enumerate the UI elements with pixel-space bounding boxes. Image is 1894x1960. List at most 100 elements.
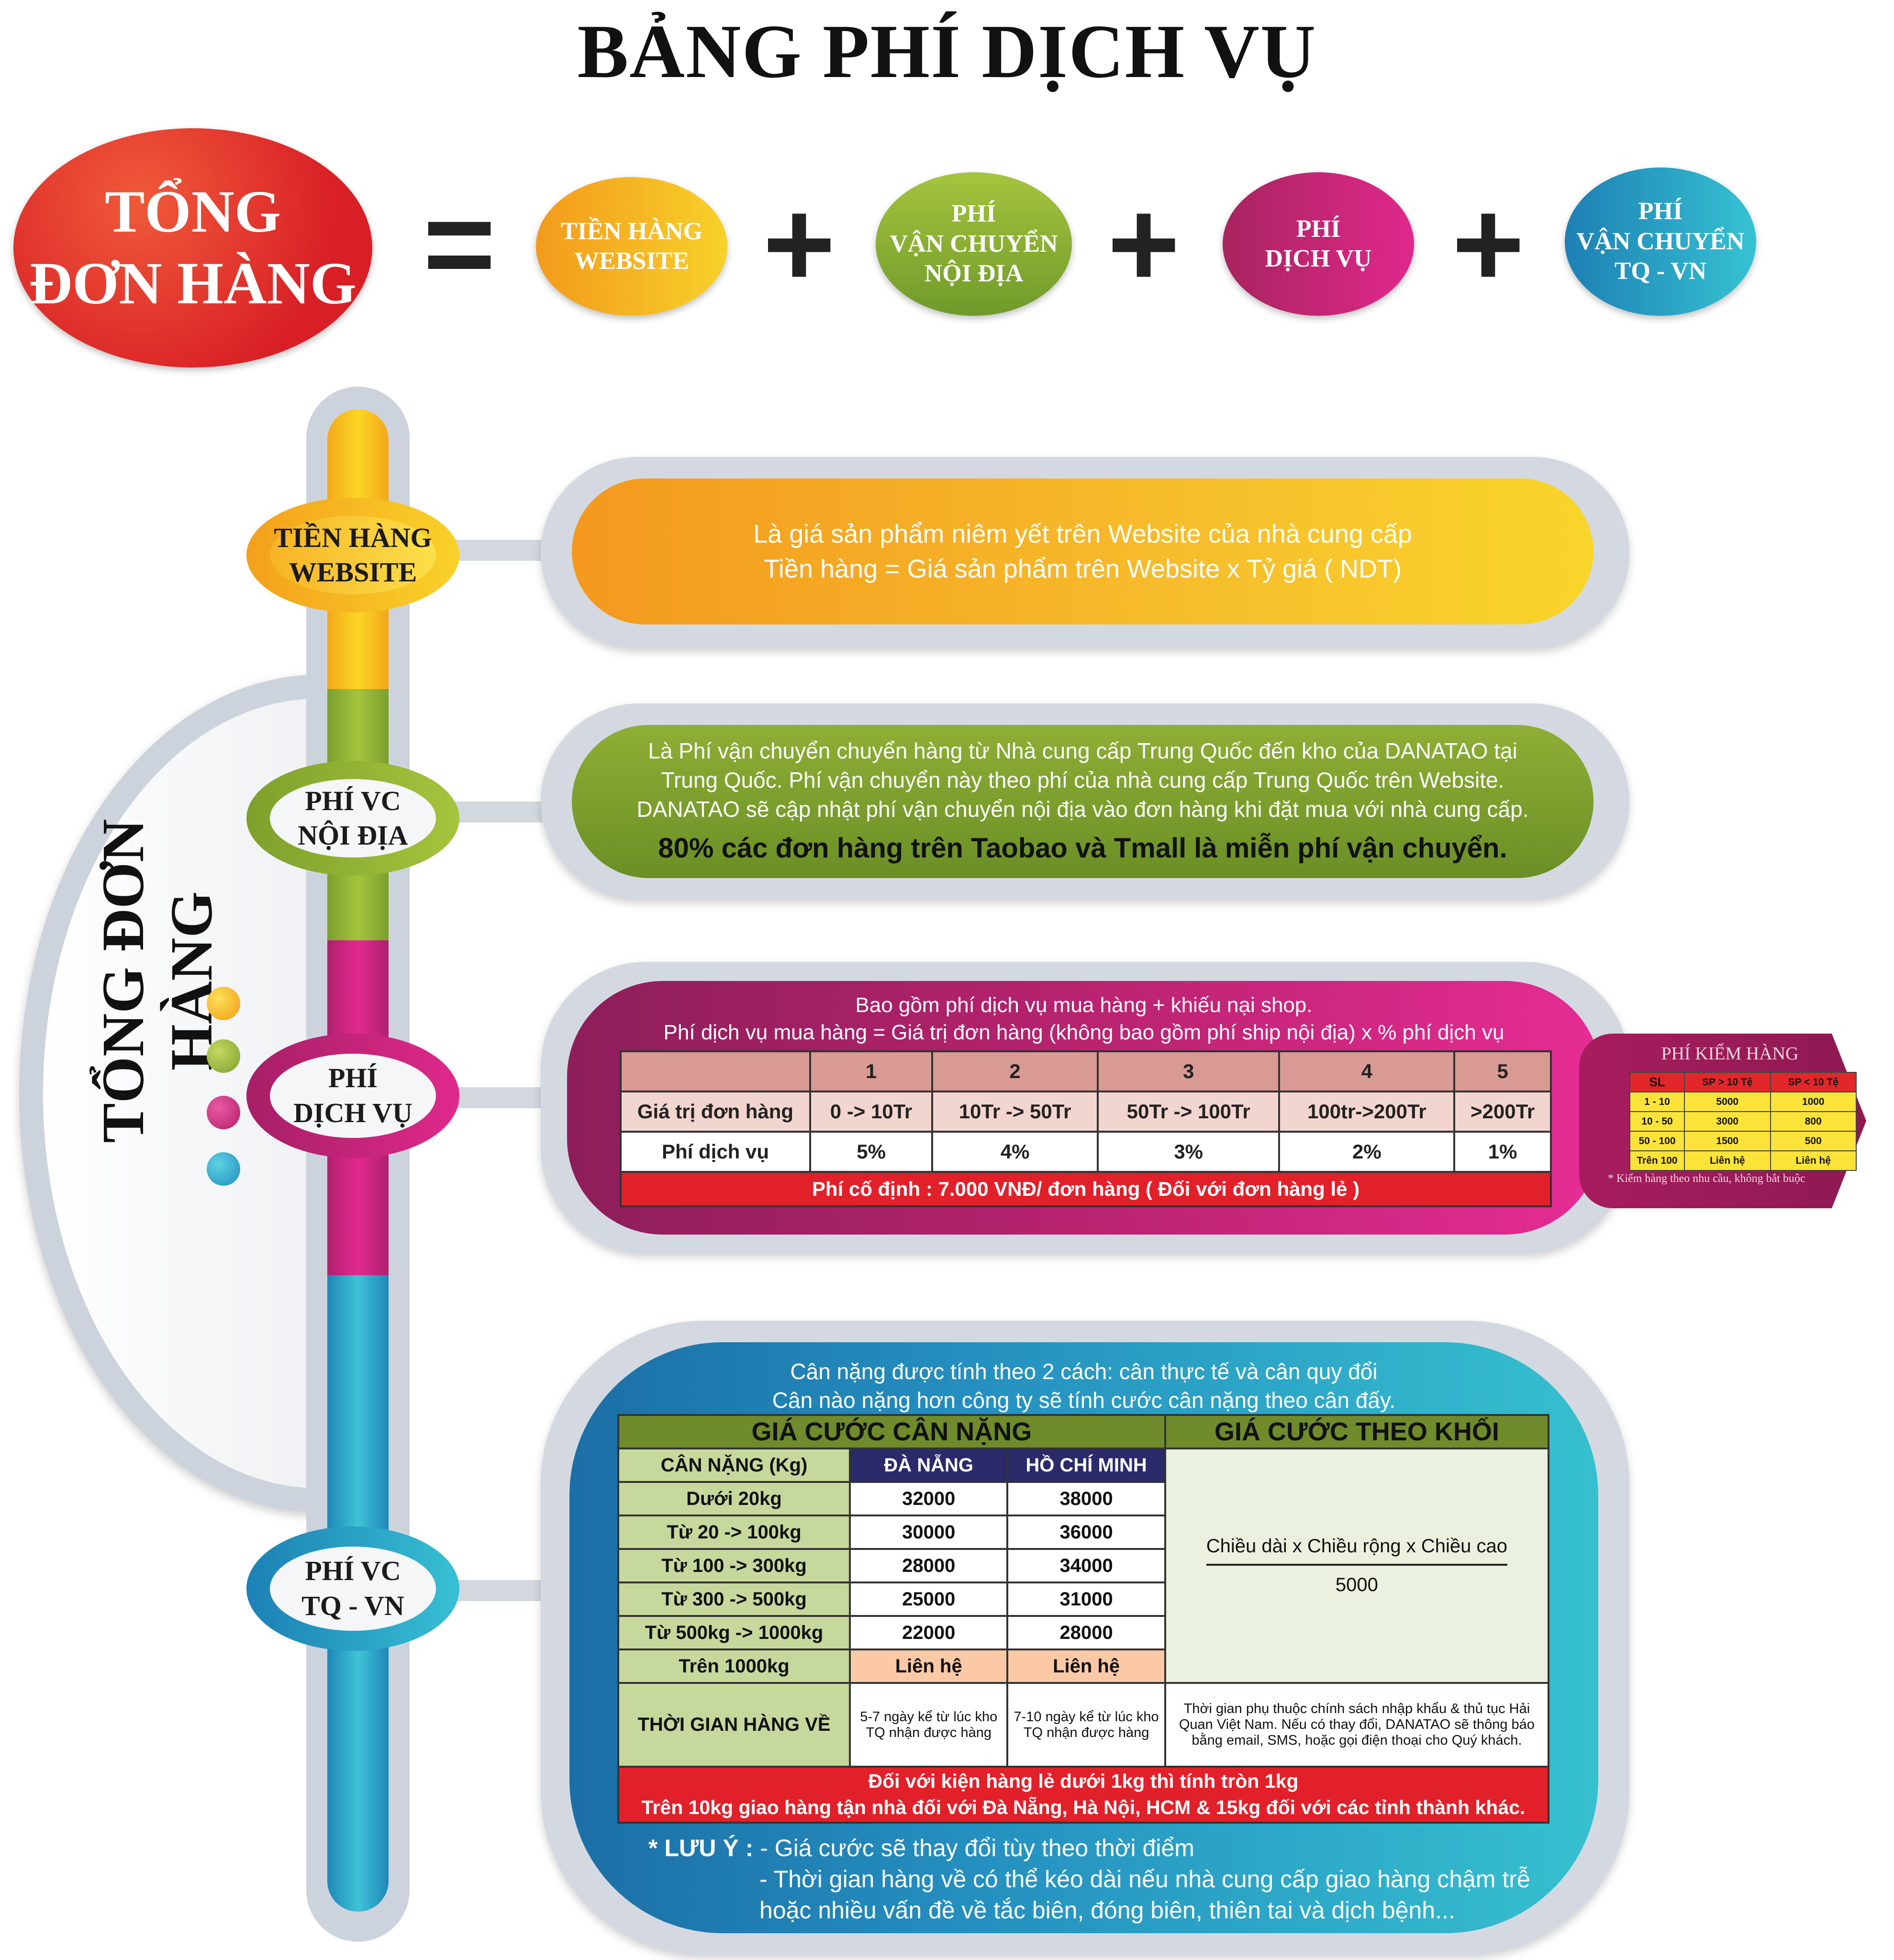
oval-text: NỘI ĐỊA (924, 260, 1024, 288)
fee-header-cell: 5 (1453, 1050, 1552, 1092)
green-dot (207, 1039, 240, 1073)
red-note-line: Đối với kiện hàng lẻ dưới 1kg thì tính t… (868, 1770, 1299, 1792)
weight-header: ĐÀ NẴNG (848, 1448, 1009, 1483)
fee-cell: 3% (1096, 1131, 1281, 1173)
plus-sign: + (1452, 174, 1525, 313)
node-text: PHÍ VC (305, 785, 401, 816)
service-fee-table: 1 2 3 4 5 Giá trị đơn hàng 0 -> 10Tr 10T… (620, 1050, 1552, 1207)
weight-cell: 30000 (848, 1515, 1009, 1550)
fee-cell: 1% (1453, 1131, 1552, 1173)
inspection-cell: 10 - 50 (1629, 1111, 1685, 1132)
inspection-header: SL (1629, 1072, 1685, 1092)
red-note-row: Đối với kiện hàng lẻ dưới 1kg thì tính t… (617, 1766, 1549, 1824)
fee-cell: >200Tr (1453, 1091, 1552, 1133)
inspection-cell: 1 - 10 (1629, 1091, 1685, 1112)
formula-service-oval: PHÍ DỊCH VỤ (1223, 172, 1414, 316)
fee-row-label: Phí dịch vụ (620, 1131, 811, 1173)
total-line-1: TỔNG (104, 179, 281, 245)
node-domestic: PHÍ VC NỘI ĐỊA (246, 761, 459, 876)
domestic-highlight: 80% các đơn hàng trên Taobao và Tmall là… (658, 833, 1507, 864)
node-text: PHÍ VC (305, 1555, 401, 1587)
note-line: hoặc nhiều vấn đề về tắc biên, đóng biên… (759, 1897, 1455, 1924)
inspection-cell: 3000 (1684, 1111, 1771, 1132)
note-line: - Thời gian hàng về có thể kéo dài nếu n… (759, 1866, 1530, 1893)
note-label: * LƯU Ý : (648, 1835, 754, 1861)
service-text: Bao gồm phí dịch vụ mua hàng + khiếu nại… (855, 993, 1313, 1017)
formula-website-oval: TIỀN HÀNG WEBSITE (536, 177, 727, 316)
fee-header-cell: 2 (931, 1050, 1099, 1092)
fee-header-cell (620, 1050, 811, 1092)
oval-text: WEBSITE (574, 247, 689, 275)
weight-cell: 28000 (848, 1548, 1009, 1583)
oval-text: DỊCH VỤ (1265, 245, 1372, 272)
weight-cell: 25000 (848, 1581, 1009, 1617)
time-volume: Thời gian phụ thuộc chính sách nhập khẩu… (1164, 1682, 1550, 1768)
weight-cell: 32000 (848, 1481, 1009, 1516)
equals-sign: = (423, 174, 496, 313)
oval-text: TIỀN HÀNG (560, 217, 703, 245)
fee-cell: 2% (1278, 1131, 1456, 1173)
inspection-cell: Trên 100 (1629, 1150, 1685, 1171)
plus-sign: + (763, 174, 836, 313)
volume-numerator: Chiều dài x Chiều rộng x Chiều cao (1206, 1536, 1508, 1566)
service-text: Phí dịch vụ mua hàng = Giá trị đơn hàng … (663, 1021, 1504, 1045)
weight-table: GIÁ CƯỚC CÂN NẶNG GIÁ CƯỚC THEO KHỐI CÂN… (617, 1414, 1550, 1824)
weight-row-label: Từ 20 -> 100kg (617, 1515, 851, 1550)
weight-header: HỒ CHÍ MINH (1006, 1448, 1166, 1483)
inspection-cell: 500 (1770, 1131, 1857, 1151)
node-website: TIỀN HÀNG WEBSITE (246, 498, 459, 612)
inspection-header: SP > 10 Tệ (1684, 1072, 1771, 1092)
node-text: NỘI ĐỊA (298, 820, 408, 851)
node-text: TIỀN HÀNG (274, 522, 432, 553)
weight-row-label: Dưới 20kg (617, 1481, 851, 1516)
magenta-dot (207, 1096, 240, 1129)
inspection-table: SL SP > 10 Tệ SP < 10 Tệ 1 - 10 5000 100… (1629, 1072, 1857, 1171)
volume-title: GIÁ CƯỚC THEO KHỐI (1164, 1414, 1550, 1449)
domestic-text: Trung Quốc. Phí vận chuyển này theo phí … (661, 767, 1504, 792)
intl-text: Cân nào nặng hơn công ty sẽ tính cước câ… (772, 1387, 1396, 1413)
fee-header-cell: 4 (1278, 1050, 1456, 1092)
fee-cell: 0 -> 10Tr (809, 1091, 934, 1133)
fixed-fee-row: Phí cố định : 7.000 VNĐ/ đơn hàng ( Đối … (620, 1171, 1552, 1207)
oval-text: PHÍ (1296, 215, 1341, 243)
teal-dot (207, 1152, 240, 1186)
time-hcm: 7-10 ngày kể từ lúc kho TQ nhận được hàn… (1006, 1682, 1166, 1768)
fee-cell: 10Tr -> 50Tr (931, 1091, 1099, 1133)
fee-header-cell: 1 (809, 1050, 934, 1092)
oval-text: TQ - VN (1614, 257, 1707, 285)
website-panel-body: Là giá sản phẩm niêm yết trên Website củ… (572, 479, 1593, 624)
inspection-note: * Kiểm hàng theo nhu cầu, không bắt buộc (1608, 1172, 1805, 1185)
node-intl: PHÍ VC TQ - VN (246, 1526, 459, 1651)
fee-cell: 100tr->200Tr (1278, 1091, 1456, 1133)
weight-row-label: Từ 500kg -> 1000kg (617, 1615, 851, 1650)
oval-text: VẬN CHUYỂN (1576, 227, 1745, 255)
node-service: PHÍ DỊCH VỤ (246, 1034, 459, 1158)
vertical-bar (327, 409, 389, 1912)
node-text: PHÍ (328, 1062, 378, 1094)
inspection-header: SP < 10 Tệ (1770, 1072, 1857, 1092)
weight-cell: Liên hệ (848, 1648, 1009, 1684)
inspection-cell: 1000 (1770, 1091, 1857, 1112)
node-text: DỊCH VỤ (293, 1097, 412, 1128)
inspection-cell: 5000 (1684, 1091, 1771, 1112)
oval-text: PHÍ (951, 200, 996, 228)
volume-formula-cell: Chiều dài x Chiều rộng x Chiều cao 5000 (1164, 1448, 1550, 1684)
formula-domestic-oval: PHÍ VẬN CHUYỂN NỘI ĐỊA (876, 172, 1072, 316)
inspection-cell: 800 (1770, 1111, 1857, 1132)
fee-header-cell: 3 (1096, 1050, 1281, 1092)
inspection-title: PHÍ KIỂM HÀNG (1661, 1044, 1799, 1064)
plus-sign: + (1107, 174, 1180, 313)
domestic-text: Là Phí vận chuyển chuyển hàng từ Nhà cun… (648, 738, 1517, 763)
node-text: WEBSITE (289, 557, 417, 588)
inspection-cell: 1500 (1684, 1131, 1771, 1151)
vertical-label-text: TỔNG ĐƠN HÀNG (90, 819, 225, 1143)
node-text: TQ - VN (301, 1590, 404, 1621)
weight-row-label: Từ 100 -> 300kg (617, 1548, 851, 1583)
weight-title: GIÁ CƯỚC CÂN NẶNG (617, 1414, 1166, 1449)
total-order-oval: TỔNG ĐƠN HÀNG (13, 128, 372, 368)
domestic-text: DANATAO sẽ cập nhật phí vận chuyển nội đ… (636, 797, 1529, 822)
weight-cell: 34000 (1006, 1548, 1166, 1583)
note-line: - Giá cước sẽ thay đổi tùy theo thời điể… (760, 1835, 1194, 1861)
oval-text: PHÍ (1638, 198, 1683, 225)
red-note-line: Trên 10kg giao hàng tận nhà đối với Đà N… (641, 1796, 1526, 1819)
